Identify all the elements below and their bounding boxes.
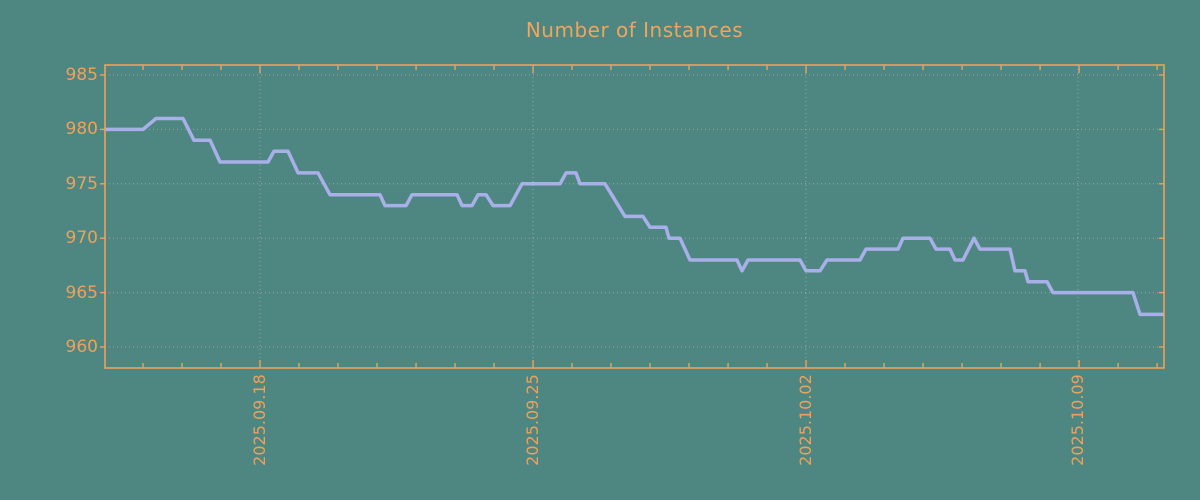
data-line-instances — [105, 116, 1164, 317]
x-tick-label: 2025.09.18 — [250, 374, 270, 466]
y-tick-label: 970 — [65, 228, 98, 249]
chart-title: Number of Instances — [525, 18, 744, 42]
y-tick-label: 975 — [65, 173, 98, 194]
y-tick-label: 985 — [65, 65, 98, 85]
plot-border — [104, 64, 1165, 369]
x-tick-label: 2025.10.09 — [1068, 374, 1087, 466]
y-tick-label: 980 — [65, 119, 98, 140]
y-tick-label: 960 — [65, 337, 98, 357]
y-tick-label: 965 — [65, 282, 98, 303]
x-tick-label: 2025.10.02 — [795, 374, 815, 466]
x-tick-label: 2025.09.25 — [523, 374, 543, 466]
